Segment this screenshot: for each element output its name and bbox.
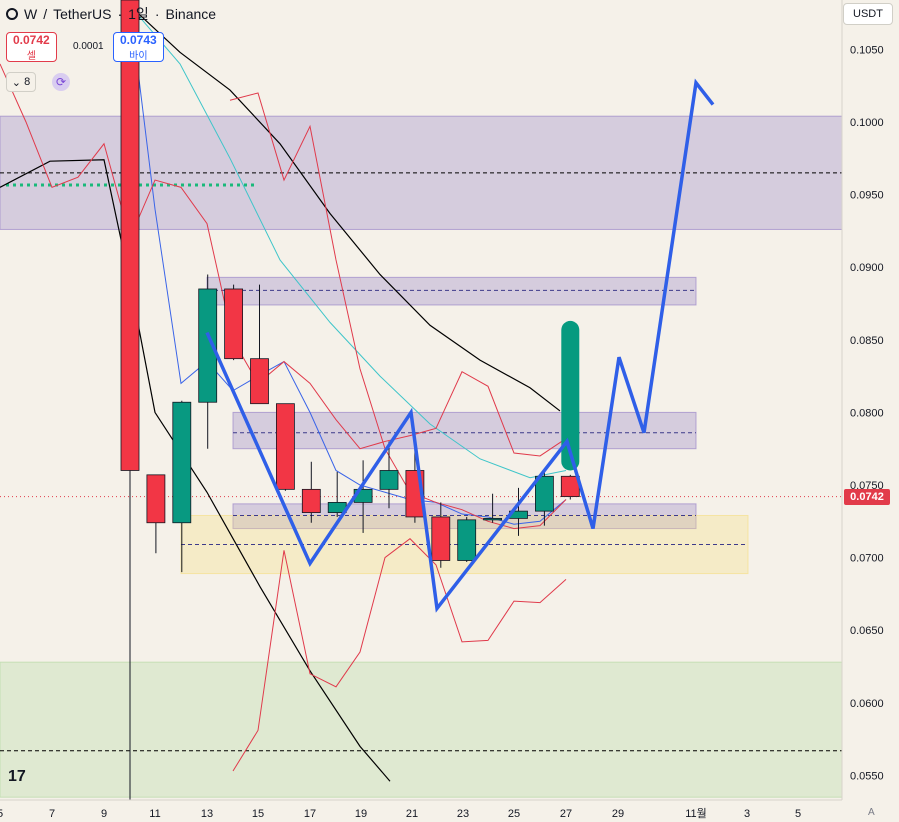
- candle: [431, 502, 451, 568]
- candle-body: [250, 358, 269, 405]
- y-tick-label: 0.0700: [850, 553, 884, 565]
- candle-body: [120, 0, 140, 471]
- buy-price: 0.0743: [120, 32, 157, 47]
- x-tick-label: 3: [744, 808, 750, 820]
- candle: [146, 474, 166, 554]
- chevron-down-icon: ⌄: [11, 76, 22, 89]
- y-tick-label: 0.0800: [850, 407, 884, 419]
- sell-price: 0.0742: [13, 32, 50, 47]
- sell-button[interactable]: 0.0742 셀: [6, 32, 57, 62]
- x-tick-label: 13: [201, 808, 213, 820]
- auto-scale-button[interactable]: A: [868, 807, 875, 818]
- exchange-name: Binance: [165, 6, 217, 22]
- tradingview-logo-icon[interactable]: 17: [8, 768, 26, 785]
- candle-body: [275, 403, 295, 490]
- x-tick-label: 17: [304, 808, 316, 820]
- pair-name: TetherUS: [53, 6, 112, 22]
- y-tick-label: 0.0850: [850, 335, 884, 347]
- x-tick-label: 29: [612, 808, 624, 820]
- candle: [224, 284, 244, 361]
- candle-body: [198, 288, 218, 403]
- bollinger-lower: [232, 538, 567, 772]
- y-tick-label: 0.0900: [850, 262, 884, 274]
- candle: [483, 493, 503, 523]
- candle-body: [301, 488, 321, 513]
- candle-body: [457, 519, 477, 561]
- y-tick-label: 0.1050: [850, 44, 884, 56]
- candle-body: [146, 474, 166, 524]
- buy-label: 바이: [129, 50, 148, 62]
- x-tick-label: 7: [49, 808, 55, 820]
- resistance-zone-mid: [206, 276, 697, 306]
- interval-label: 1일: [128, 6, 149, 22]
- candle: [120, 0, 140, 800]
- candle: [535, 470, 554, 526]
- breakout-bar: [561, 320, 580, 471]
- bollinger-upper: [0, 63, 567, 457]
- y-tick-label: 0.0550: [850, 770, 884, 782]
- indicator-count: 8: [24, 76, 31, 88]
- x-tick-label: 15: [252, 808, 264, 820]
- candle-body: [483, 517, 503, 521]
- currency-button[interactable]: USDT: [843, 3, 893, 25]
- y-tick-label: 0.0650: [850, 625, 884, 637]
- candle-body: [379, 470, 399, 490]
- x-tick-label: 5: [0, 808, 3, 820]
- projection-path: [205, 78, 715, 613]
- x-tick-label: 23: [457, 808, 469, 820]
- candle: [250, 284, 269, 405]
- ma-black-upper: [129, 5, 561, 412]
- x-tick-label: 11: [149, 808, 160, 820]
- candle: [172, 400, 192, 573]
- candle: [275, 403, 295, 491]
- candle-body: [172, 401, 192, 524]
- candle: [198, 274, 218, 449]
- candle-body: [431, 516, 451, 561]
- candle-body: [535, 475, 554, 512]
- x-tick-label: 21: [406, 808, 418, 820]
- candle: [301, 461, 321, 523]
- symbol-name: W: [24, 6, 38, 22]
- resistance-zone-low: [232, 411, 697, 450]
- x-tick-label: 27: [560, 808, 572, 820]
- y-tick-label: 0.0950: [850, 190, 884, 202]
- candle-body: [224, 288, 244, 360]
- y-tick-label: 0.1000: [850, 117, 884, 129]
- indicator-toggle-button[interactable]: ⌄ 8: [6, 72, 36, 92]
- buy-button[interactable]: 0.0743 바이: [113, 32, 164, 62]
- price-axis: [842, 0, 899, 822]
- candle: [379, 441, 399, 509]
- spread-value: 0.0001: [73, 41, 104, 52]
- x-tick-label: 25: [508, 808, 520, 820]
- symbol-logo-icon: [6, 8, 18, 20]
- y-tick-label: 0.0600: [850, 698, 884, 710]
- x-tick-label: 9: [101, 808, 107, 820]
- candle: [457, 516, 477, 562]
- support-zone-green: [0, 661, 843, 798]
- ma-teal: [129, 5, 567, 479]
- symbol-header[interactable]: W / TetherUS · 1일 · Binance: [0, 0, 216, 28]
- last-price-label: 0.0742: [844, 489, 890, 505]
- refresh-icon[interactable]: ⟳: [52, 73, 70, 91]
- x-tick-label: 11월: [685, 807, 707, 820]
- x-tick-label: 19: [355, 808, 367, 820]
- plot-background: [0, 0, 842, 800]
- sell-label: 셀: [26, 50, 36, 62]
- x-tick-label: 5: [795, 808, 801, 820]
